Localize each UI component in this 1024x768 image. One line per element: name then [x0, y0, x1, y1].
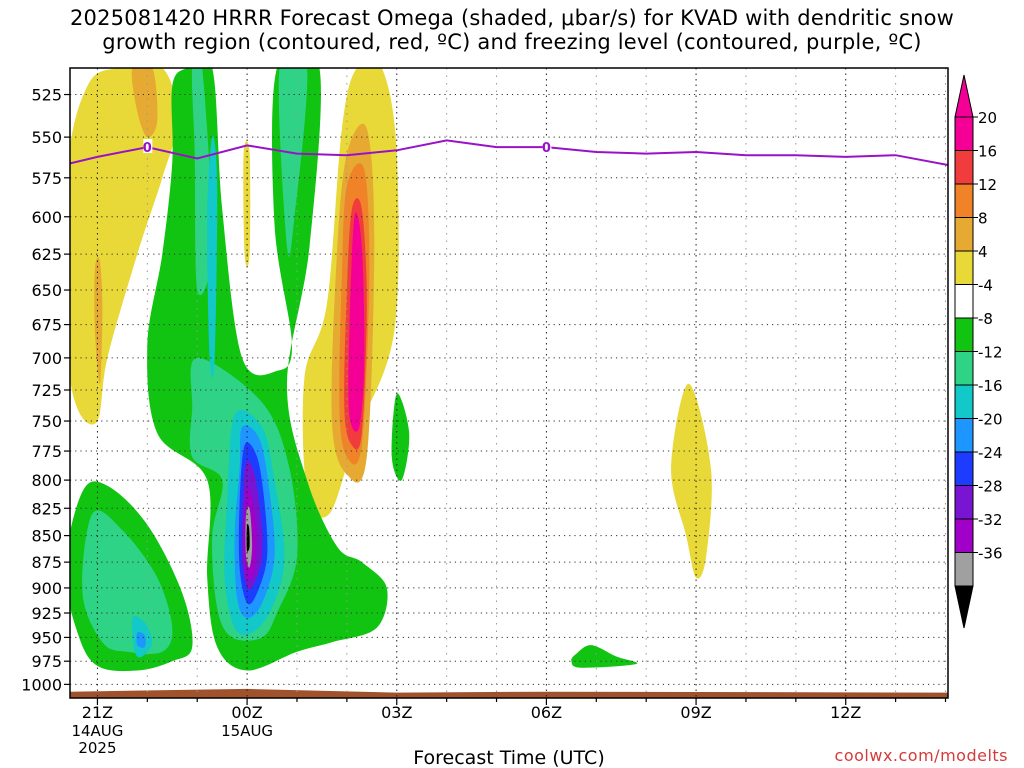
colorbar-label: -4 — [978, 277, 993, 295]
colorbar-label: -20 — [978, 411, 1003, 429]
freezing-label-bg-1 — [542, 139, 552, 154]
y-tick-label: 800 — [31, 471, 62, 490]
colorbar-swatch-0 — [954, 116, 974, 151]
colorbar-label: 12 — [978, 176, 997, 194]
colorbar: 20 16 12 8 4 -4 -8 -12 -16 -20 -24 -28 -32 -36 — [954, 74, 1003, 629]
x-axis-label: Forecast Time (UTC) — [413, 747, 604, 768]
y-tick-label: 725 — [31, 381, 62, 400]
colorbar-bottom-arrow — [954, 585, 974, 629]
colorbar-swatch-2 — [954, 183, 974, 218]
y-tick-label: 900 — [31, 579, 62, 598]
omega-region-9 — [671, 383, 712, 579]
colorbar-label: 8 — [978, 210, 988, 228]
omega-region-3 — [243, 141, 251, 267]
y-axis: 525 550 575 600 625 650 675 700 725 750 775 800 825 8… — [21, 86, 70, 694]
chart-title: 2025081420 HRRR Forecast Omega (shaded, … — [0, 6, 1024, 54]
omega-region-2 — [94, 257, 103, 384]
y-tick-label: 650 — [31, 281, 62, 300]
colorbar-swatch-6 — [954, 317, 974, 352]
colorbar-swatch-3 — [954, 217, 974, 252]
y-tick-label: 825 — [31, 499, 62, 518]
colorbar-swatch-10 — [954, 451, 974, 486]
colorbar-label: -8 — [978, 310, 993, 328]
freezing-label-bg-0 — [143, 139, 153, 154]
colorbar-label: 16 — [978, 143, 997, 161]
y-tick-label: 1000 — [21, 675, 62, 694]
terrain-layer — [70, 688, 948, 698]
freezing-level-line — [70, 139, 948, 166]
omega-shading-layer — [70, 68, 712, 672]
colorbar-label: 4 — [978, 243, 988, 261]
omega-region-1 — [131, 68, 158, 138]
y-tick-label: 625 — [31, 245, 62, 264]
x-tick-sublabel: 2025 — [78, 739, 116, 757]
y-tick-label: 925 — [31, 604, 62, 623]
colorbar-label: -12 — [978, 344, 1003, 362]
omega-region-13 — [278, 68, 308, 257]
y-tick-label: 950 — [31, 628, 62, 647]
credit-text: coolwx.com/modelts — [834, 746, 1008, 765]
y-tick-label: 525 — [31, 86, 62, 105]
x-tick-sublabel: 14AUG — [71, 722, 123, 740]
y-tick-label: 975 — [31, 652, 62, 671]
colorbar-swatch-13 — [954, 552, 974, 587]
y-tick-label: 675 — [31, 316, 62, 335]
freezing-level-label: 0 — [143, 141, 152, 156]
colorbar-swatch-9 — [954, 418, 974, 453]
chart-title-line1: 2025081420 HRRR Forecast Omega (shaded, … — [69, 6, 955, 30]
colorbar-label: -36 — [978, 545, 1003, 563]
colorbar-swatch-11 — [954, 485, 974, 520]
colorbar-swatch-7 — [954, 351, 974, 386]
x-tick-label: 06Z — [531, 703, 562, 722]
plot-frame — [69, 67, 949, 699]
colorbar-swatch-8 — [954, 384, 974, 419]
colorbar-swatch-4 — [954, 250, 974, 285]
colorbar-label: -28 — [978, 478, 1003, 496]
colorbar-label: 20 — [978, 109, 997, 127]
omega-region-18 — [207, 136, 218, 378]
colorbar-label: -24 — [978, 444, 1003, 462]
omega-region-17 — [571, 645, 638, 668]
chart-title-line2: growth region (contoured, red, ºC) and f… — [102, 30, 922, 54]
colorbar-top-arrow — [954, 74, 974, 118]
y-tick-label: 600 — [31, 208, 62, 227]
omega-region-22 — [136, 632, 146, 648]
colorbar-swatch-1 — [954, 150, 974, 185]
y-tick-label: 700 — [31, 349, 62, 368]
colorbar-label: -32 — [978, 511, 1003, 529]
x-tick-label: 21Z — [82, 703, 113, 722]
x-tick-label: 03Z — [381, 703, 412, 722]
y-tick-label: 550 — [31, 128, 62, 147]
omega-region-16 — [391, 393, 410, 481]
colorbar-label: -16 — [978, 377, 1003, 395]
y-tick-label: 875 — [31, 553, 62, 572]
colorbar-swatch-12 — [954, 518, 974, 553]
omega-region-15 — [82, 510, 173, 654]
y-tick-label: 575 — [31, 169, 62, 188]
x-tick-label: 09Z — [680, 703, 711, 722]
colorbar-swatch-5 — [954, 284, 974, 319]
y-tick-label: 750 — [31, 412, 62, 431]
x-tick-label: 00Z — [231, 703, 262, 722]
y-tick-label: 775 — [31, 442, 62, 461]
x-tick-sublabel: 15AUG — [221, 722, 273, 740]
terrain-band — [70, 688, 948, 698]
grid-layer — [70, 68, 948, 698]
x-tick-label: 12Z — [830, 703, 861, 722]
freezing-level-label: 0 — [542, 141, 551, 156]
y-tick-label: 850 — [31, 527, 62, 546]
omega-region-8 — [348, 212, 365, 432]
